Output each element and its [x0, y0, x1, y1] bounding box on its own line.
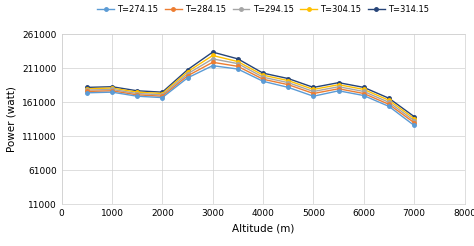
Line: T=294.15: T=294.15: [85, 57, 416, 123]
T=314.15: [210, 51, 216, 54]
Line: T=314.15: T=314.15: [85, 50, 416, 118]
T=304.15: [386, 99, 392, 102]
T=274.15: [210, 64, 216, 67]
T=294.15: [235, 62, 241, 65]
T=304.15: [185, 70, 191, 73]
T=284.15: [134, 93, 140, 96]
T=284.15: [210, 61, 216, 64]
T=274.15: [361, 94, 367, 97]
Y-axis label: Power (watt): Power (watt): [7, 86, 17, 152]
T=314.15: [386, 97, 392, 100]
T=274.15: [159, 96, 165, 99]
T=294.15: [134, 92, 140, 95]
T=294.15: [260, 76, 266, 79]
T=274.15: [411, 124, 417, 127]
T=284.15: [109, 89, 115, 92]
T=284.15: [159, 95, 165, 98]
Line: T=274.15: T=274.15: [85, 64, 416, 127]
T=294.15: [109, 88, 115, 91]
Legend: T=274.15, T=284.15, T=294.15, T=304.15, T=314.15: T=274.15, T=284.15, T=294.15, T=304.15, …: [94, 1, 432, 17]
T=274.15: [84, 91, 90, 94]
T=314.15: [361, 86, 367, 89]
T=294.15: [185, 72, 191, 75]
T=314.15: [336, 81, 341, 84]
T=294.15: [310, 90, 316, 93]
T=284.15: [285, 83, 291, 86]
T=274.15: [285, 86, 291, 89]
T=304.15: [260, 74, 266, 77]
T=274.15: [235, 68, 241, 71]
T=304.15: [310, 88, 316, 91]
T=284.15: [411, 121, 417, 124]
T=304.15: [411, 117, 417, 120]
T=314.15: [260, 72, 266, 75]
T=304.15: [84, 87, 90, 90]
T=304.15: [134, 91, 140, 94]
T=294.15: [411, 119, 417, 122]
T=284.15: [84, 90, 90, 93]
T=314.15: [134, 89, 140, 92]
T=284.15: [310, 92, 316, 95]
T=274.15: [134, 95, 140, 98]
T=274.15: [109, 91, 115, 94]
T=304.15: [210, 54, 216, 57]
T=304.15: [336, 83, 341, 86]
T=314.15: [159, 91, 165, 94]
T=294.15: [159, 93, 165, 96]
T=314.15: [185, 68, 191, 71]
T=304.15: [235, 60, 241, 63]
T=304.15: [361, 88, 367, 91]
T=304.15: [109, 87, 115, 90]
T=284.15: [260, 78, 266, 81]
T=284.15: [185, 74, 191, 77]
T=274.15: [310, 95, 316, 98]
X-axis label: Altitude (m): Altitude (m): [232, 224, 294, 234]
T=294.15: [386, 101, 392, 104]
T=274.15: [386, 105, 392, 108]
Line: T=284.15: T=284.15: [85, 61, 416, 124]
T=314.15: [285, 77, 291, 80]
T=294.15: [336, 85, 341, 88]
T=284.15: [386, 103, 392, 106]
T=314.15: [310, 86, 316, 89]
T=304.15: [285, 79, 291, 82]
T=294.15: [361, 90, 367, 93]
Line: T=304.15: T=304.15: [85, 54, 416, 120]
T=274.15: [336, 89, 341, 92]
T=314.15: [411, 115, 417, 118]
T=294.15: [84, 89, 90, 92]
T=294.15: [210, 57, 216, 60]
T=274.15: [185, 77, 191, 79]
T=294.15: [285, 81, 291, 84]
T=274.15: [260, 80, 266, 83]
T=284.15: [235, 65, 241, 68]
T=314.15: [235, 57, 241, 60]
T=284.15: [361, 92, 367, 95]
T=314.15: [84, 86, 90, 89]
T=284.15: [336, 87, 341, 90]
T=304.15: [159, 92, 165, 95]
T=314.15: [109, 85, 115, 88]
